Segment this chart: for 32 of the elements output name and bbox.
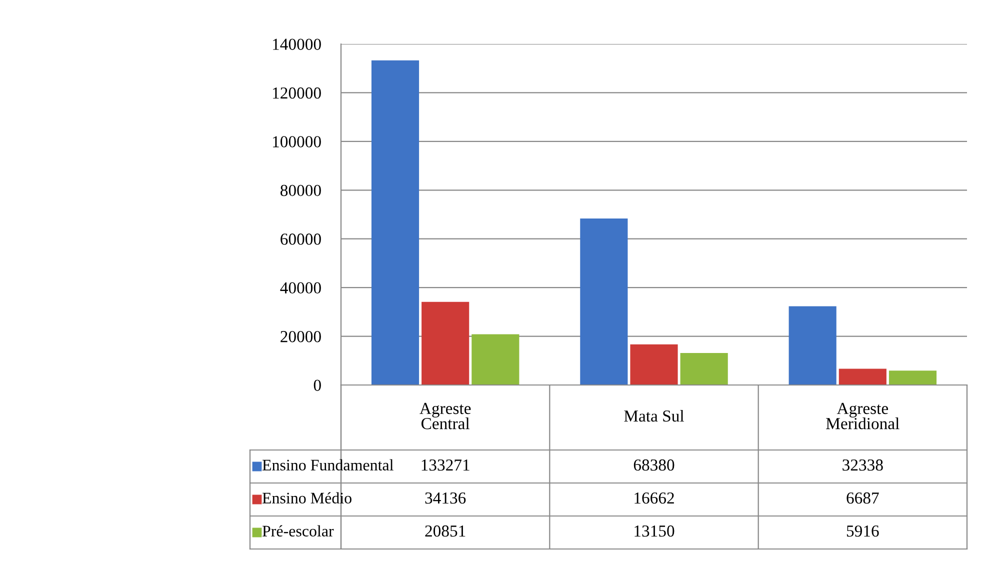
bar [888, 370, 937, 385]
bar [580, 218, 628, 385]
data-label: 68380 [634, 459, 674, 471]
data-label: 34136 [425, 492, 466, 504]
bar [630, 344, 678, 385]
y-tick-label: 140000 [273, 38, 321, 50]
bar [371, 60, 420, 385]
data-label: 133271 [422, 459, 470, 471]
bar [472, 334, 520, 385]
bar [680, 352, 728, 385]
y-tick-label: 100000 [273, 136, 321, 148]
legend-label: Ensino Médio [262, 492, 352, 504]
data-label: 13150 [634, 525, 674, 537]
x-tick-label: Mata Sul [624, 410, 684, 422]
x-tick-label: Agreste Central [420, 402, 471, 430]
x-tick-label: Agreste Meridional [826, 402, 900, 430]
bar [838, 368, 886, 385]
legend-label: Ensino Fundamental [262, 459, 394, 470]
data-label: 16662 [634, 492, 674, 504]
y-tick-label: 40000 [280, 282, 321, 294]
data-label: 5916 [846, 525, 879, 537]
y-tick-label: 20000 [280, 330, 321, 342]
bar [422, 302, 470, 385]
data-label: 32338 [842, 459, 883, 471]
y-tick-label: 80000 [280, 184, 321, 196]
bar [788, 306, 836, 385]
data-label: 6687 [846, 492, 879, 504]
y-tick-label: 0 [314, 380, 321, 391]
legend-label: Pré-escolar [262, 525, 334, 536]
y-tick-label: 60000 [280, 234, 321, 245]
y-tick-label: 120000 [273, 87, 321, 99]
data-label: 20851 [425, 525, 466, 537]
